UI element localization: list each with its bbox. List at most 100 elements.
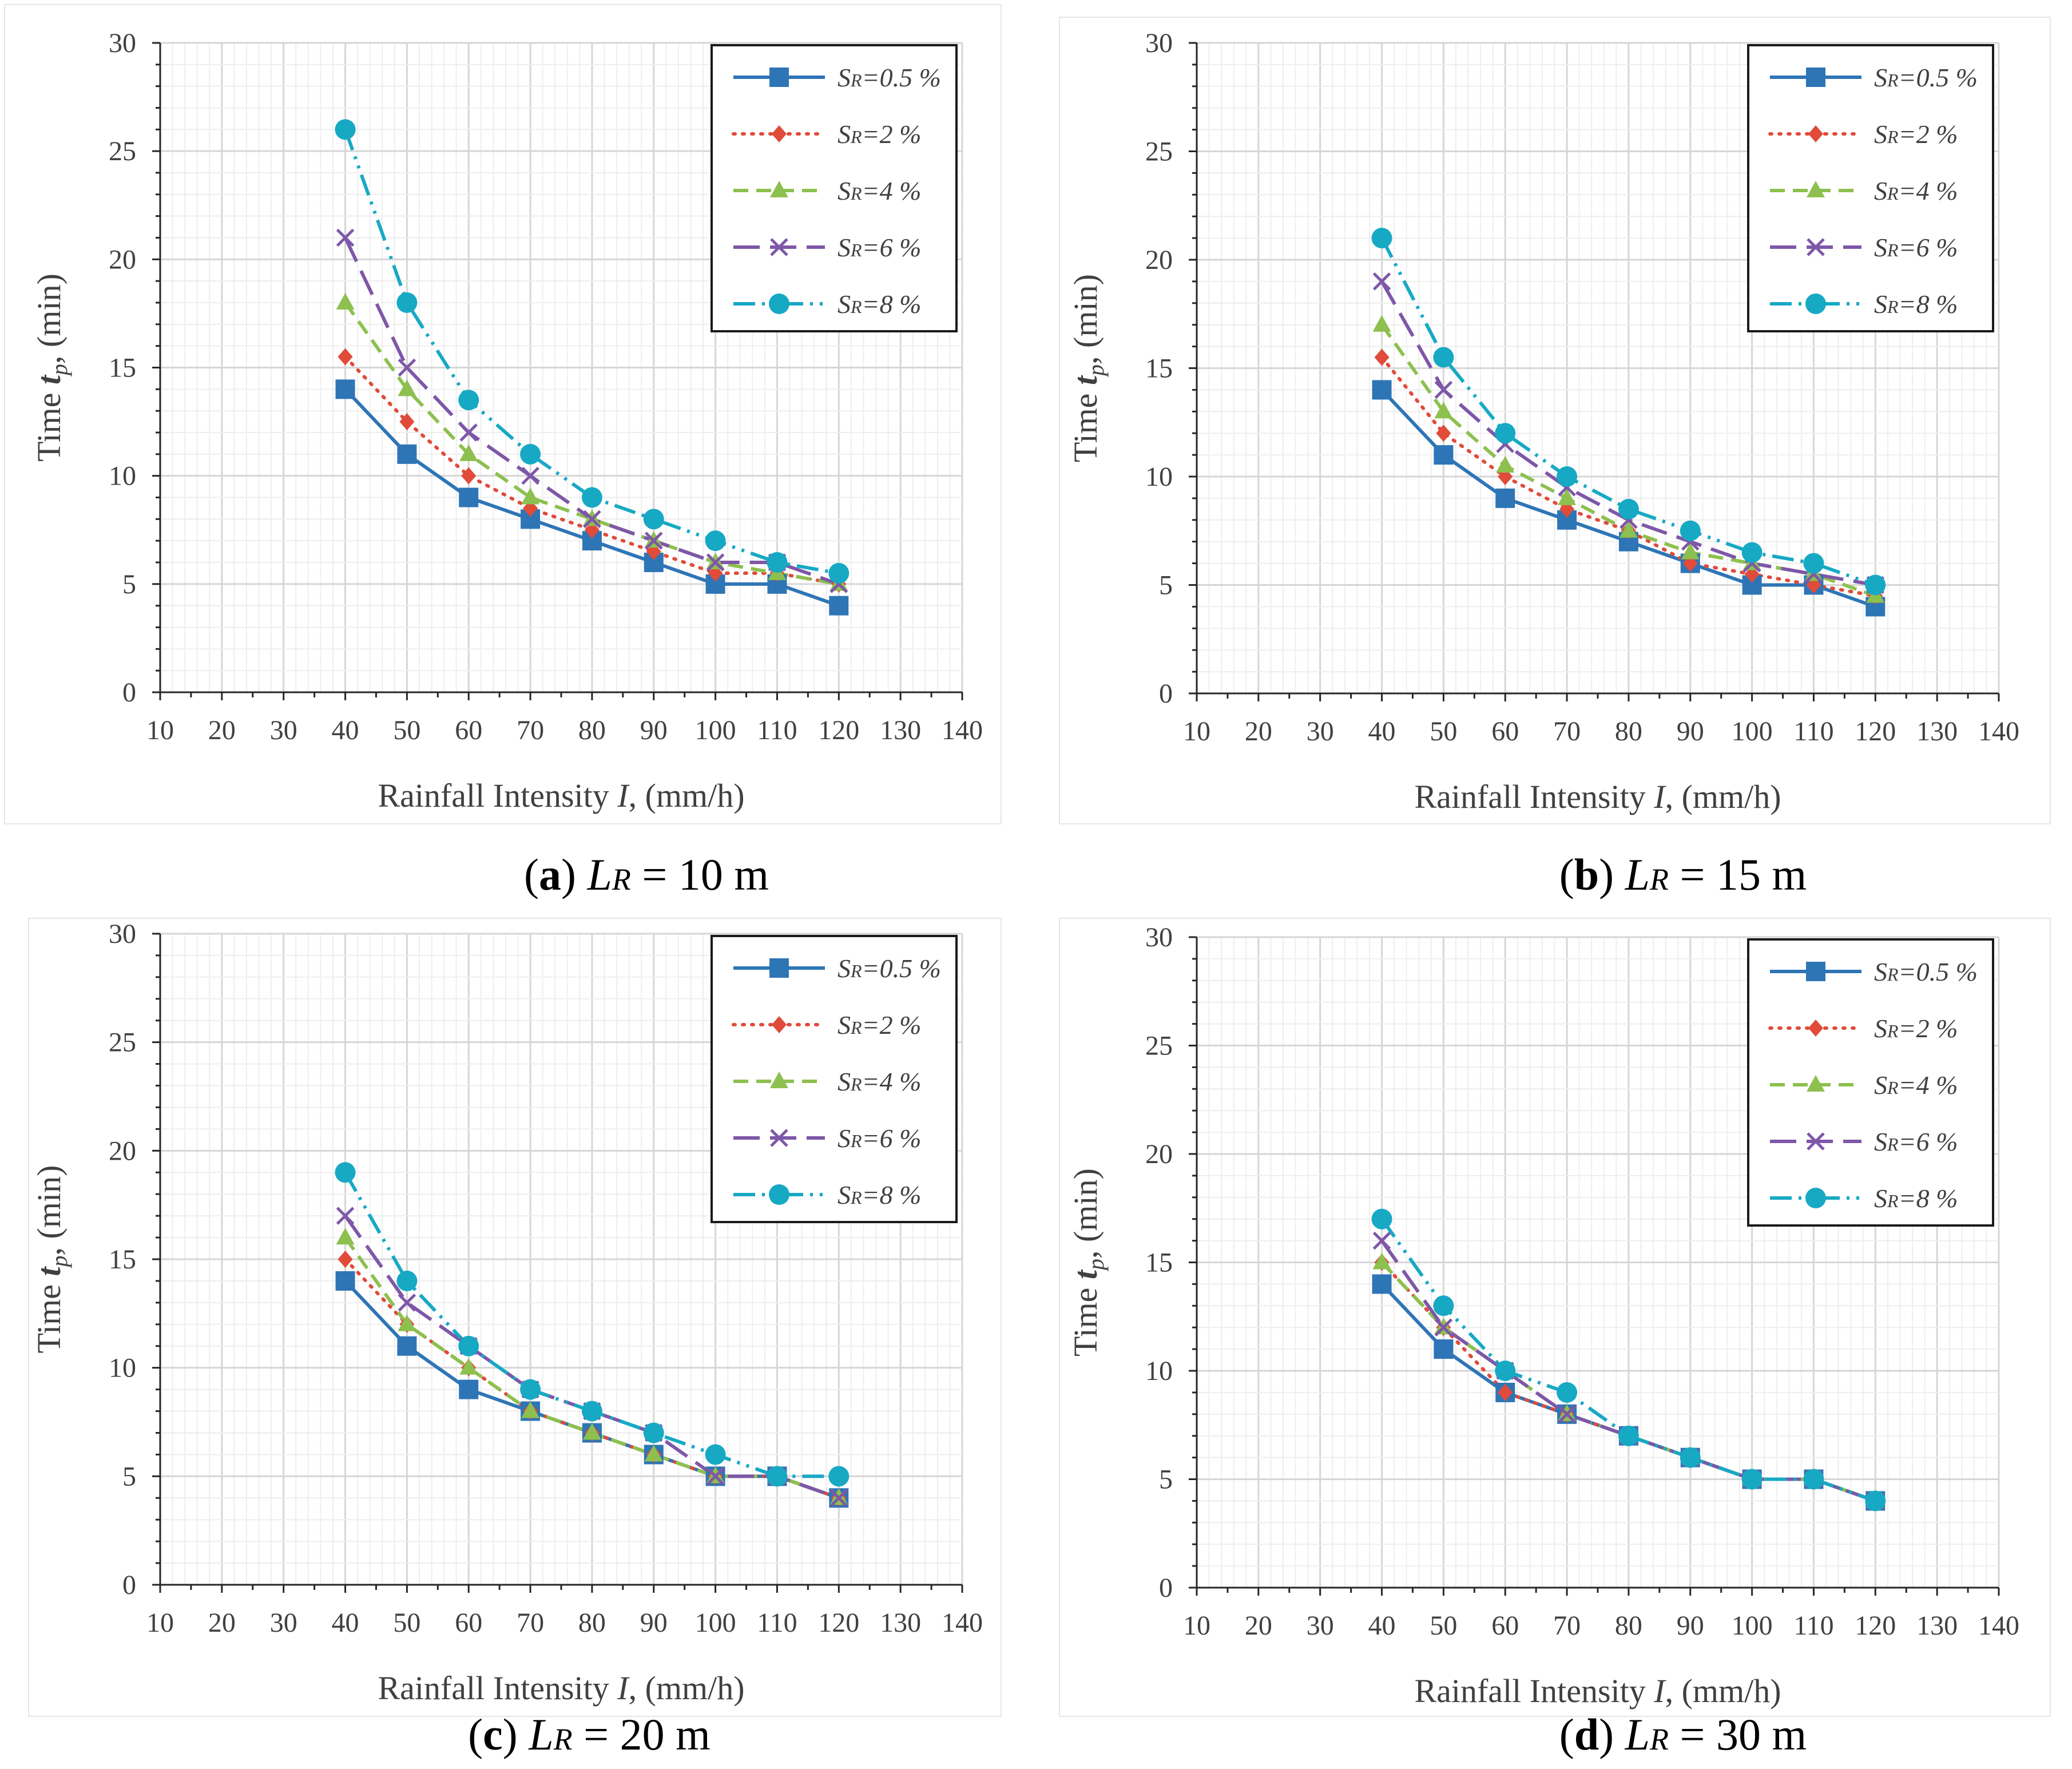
legend-label: SR=2 % <box>1874 1014 1958 1043</box>
x-tick-label: 90 <box>640 1608 668 1638</box>
data-point <box>706 553 725 572</box>
y-tick-label: 5 <box>1159 1465 1173 1495</box>
data-point <box>1433 1295 1454 1316</box>
caption-value: 30 m <box>1716 1709 1807 1759</box>
series-markers-5 <box>335 119 850 584</box>
x-tick-label: 120 <box>818 715 859 745</box>
panel-caption: (c) LR = 20 m <box>468 1709 710 1759</box>
data-point <box>581 1401 602 1422</box>
legend-label-main: S <box>1874 233 1887 262</box>
legend-label-main: S <box>837 120 851 149</box>
legend-label-rest: =2 % <box>1899 1014 1958 1043</box>
y-axis-title-unit: , (min) <box>1067 274 1104 364</box>
legend-box <box>1747 44 1994 332</box>
legend-label-sub: R <box>1887 964 1899 985</box>
data-point <box>458 1335 479 1357</box>
y-axis-title-var: t <box>1067 1269 1104 1279</box>
data-point <box>583 510 601 529</box>
data-point <box>828 562 850 584</box>
data-point <box>1619 521 1638 538</box>
legend: SR=0.5 %SR=2 %SR=4 %SR=6 %SR=8 % <box>710 935 958 1223</box>
x-tick-label: 50 <box>393 715 420 745</box>
data-point <box>1495 488 1515 508</box>
legend-item-5: SR=8 % <box>1770 1184 1958 1213</box>
data-point <box>520 1379 541 1400</box>
y-axis-title: Time tp, (min) <box>1067 274 1109 462</box>
y-tick-label: 25 <box>1145 1031 1173 1061</box>
y-axis-title-sub: p <box>1083 1259 1109 1272</box>
x-tick-label: 30 <box>1307 1611 1334 1641</box>
data-point <box>1557 466 1578 487</box>
data-point <box>458 390 479 411</box>
x-tick-label: 50 <box>393 1608 420 1638</box>
legend-item-4: SR=6 % <box>733 1124 921 1153</box>
y-tick-label: 20 <box>109 1136 136 1166</box>
legend-label: SR=0.5 % <box>837 954 941 983</box>
data-point <box>459 444 478 461</box>
x-axis-title-var: I <box>617 777 630 814</box>
legend-label-sub: R <box>850 1131 862 1151</box>
data-point <box>1372 1274 1392 1294</box>
panel-caption: (b) LR = 15 m <box>1559 850 1807 899</box>
legend-label-sub: R <box>850 183 862 204</box>
legend-label-rest: =6 % <box>1899 233 1958 262</box>
data-point <box>705 1444 726 1465</box>
y-tick-label: 15 <box>1145 354 1173 384</box>
chart-panel-d: 10 20 30 40 50 60 70 80 90 100 110 120 130 140 0 5 10 15 2… <box>1059 918 2051 1759</box>
x-tick-label: 110 <box>1793 1611 1833 1641</box>
legend-label-sub: R <box>1887 1021 1899 1041</box>
legend-label-main: S <box>1874 120 1887 149</box>
x-tick-label: 30 <box>1307 716 1334 747</box>
caption-space <box>1614 850 1625 899</box>
y-axis-title-text: Time <box>30 1276 68 1354</box>
data-point <box>828 1466 850 1487</box>
x-axis-title-var: I <box>617 1669 630 1707</box>
series-line-5 <box>343 129 839 575</box>
y-tick-label: 20 <box>1145 1139 1173 1169</box>
legend-item-4: SR=6 % <box>733 233 921 262</box>
legend-label-sub: R <box>850 126 862 147</box>
x-axis-title: Rainfall Intensity I, (mm/h) <box>1414 1672 1781 1709</box>
legend-label: SR=2 % <box>837 1010 921 1040</box>
legend-label-main: S <box>837 954 851 983</box>
x-tick-label: 30 <box>270 715 297 745</box>
x-axis-title-text: Rainfall Intensity <box>1414 778 1654 815</box>
caption-equals: = <box>631 850 678 899</box>
legend-item-2: SR=2 % <box>732 120 921 149</box>
x-tick-label: 130 <box>880 715 921 745</box>
x-tick-label: 90 <box>1677 716 1704 747</box>
y-tick-label: 20 <box>109 244 136 275</box>
legend-label-main: S <box>837 1010 851 1040</box>
legend-label-rest: =2 % <box>862 1010 922 1040</box>
caption-var-sub: R <box>612 862 631 897</box>
legend: SR=0.5 %SR=2 %SR=4 %SR=6 %SR=8 % <box>710 44 958 332</box>
legend-label: SR=0.5 % <box>1874 957 1978 986</box>
x-tick-label: 10 <box>1183 716 1210 747</box>
legend-label-sub: R <box>1887 296 1899 317</box>
legend-label: SR=8 % <box>1874 289 1958 319</box>
data-point <box>335 1271 355 1291</box>
caption-space <box>576 850 588 899</box>
x-tick-label: 10 <box>146 715 174 745</box>
y-axis-title: Time tp, (min) <box>1067 1168 1109 1357</box>
y-axis-title-var: t <box>1067 375 1104 385</box>
x-tick-label: 100 <box>1732 1611 1773 1641</box>
x-tick-label: 120 <box>818 1608 859 1638</box>
legend-label-main: S <box>837 63 851 92</box>
x-tick-label: 80 <box>1615 716 1642 747</box>
legend-label-main: S <box>1874 1127 1887 1156</box>
x-tick-label: 60 <box>455 715 482 745</box>
legend-label-sub: R <box>850 70 862 90</box>
x-tick-label: 100 <box>695 1608 736 1638</box>
legend-label-rest: =8 % <box>862 1180 922 1209</box>
data-point <box>397 1336 417 1356</box>
y-axis-title-sub: p <box>46 364 72 377</box>
data-point <box>1558 1405 1576 1423</box>
legend-marker <box>1807 181 1825 197</box>
data-point <box>459 487 479 507</box>
data-point <box>1372 380 1392 400</box>
data-point <box>643 509 664 530</box>
data-point <box>1433 347 1454 368</box>
legend-item-3: SR=4 % <box>733 176 921 205</box>
y-axis-title-sub: p <box>46 1255 72 1268</box>
